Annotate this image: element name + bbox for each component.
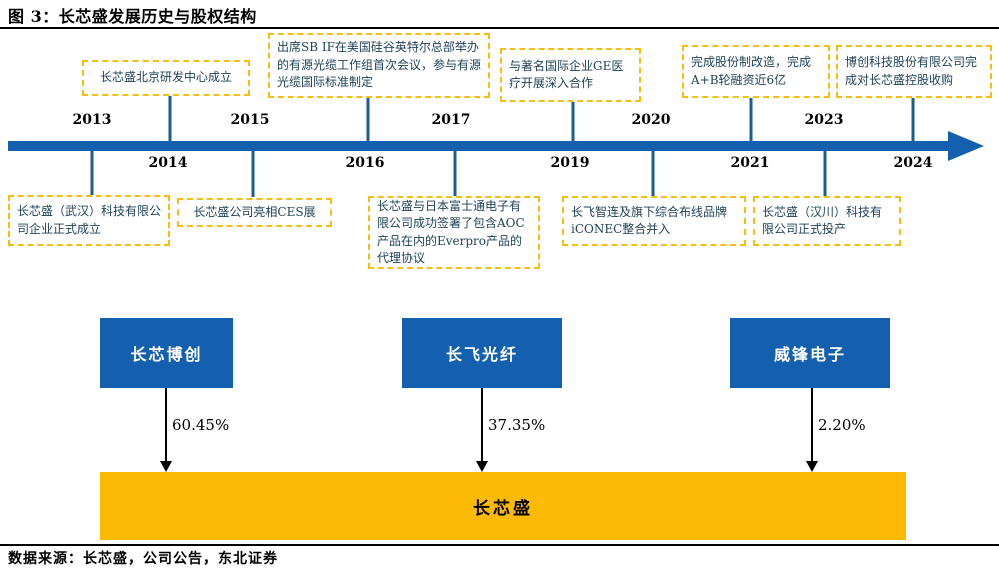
year-label-2017: 2017 [431,112,471,128]
company-box-changxinsheng: 长芯盛 [100,472,906,540]
shareholder-name: 长飞光纤 [445,345,518,364]
shareholder-box-changfei-guangxian: 长飞光纤 [402,318,562,388]
year-label-2013: 2013 [72,112,112,128]
event-text: 长芯盛北京研发中心成立 [99,70,232,85]
event-callout-2020: 长飞智连及旗下综合布线品牌iCONEC整合并入 [562,196,746,246]
event-text: 长芯盛（武汉）科技有限公司企业正式成立 [17,204,162,236]
connector-top-2021 [749,97,753,141]
timeline-bar [8,141,954,151]
year-label-2019: 2019 [550,155,590,171]
event-callout-2021: 完成股份制改造，完成A+B轮融资近6亿 [682,45,830,98]
ownership-line-2 [481,388,483,464]
stake-label-2: 37.35% [488,416,546,434]
year-label-2024: 2024 [893,155,933,171]
year-label-2021: 2021 [730,155,770,171]
arrow-down-icon [476,461,488,472]
event-text: 完成股份制改造，完成A+B轮融资近6亿 [691,55,812,87]
connector-bottom-2015 [251,151,255,197]
ownership-line-1 [165,388,167,464]
shareholder-box-changxin-bochuang: 长芯博创 [100,318,233,388]
event-text: 长飞智连及旗下综合布线品牌iCONEC整合并入 [571,204,728,236]
shareholder-name: 威锋电子 [773,345,846,364]
year-label-2020: 2020 [631,112,671,128]
event-callout-2023: 长芯盛（汉川）科技有限公司正式投产 [753,196,901,246]
connector-top-2014 [168,95,172,141]
connector-top-2019 [571,101,575,141]
title-underline [0,27,999,29]
timeline-arrow-icon [948,131,984,161]
arrow-down-icon [160,461,172,472]
event-text: 长芯盛（汉川）科技有限公司正式投产 [762,204,883,236]
year-label-2015: 2015 [230,112,270,128]
arrow-down-icon [806,461,818,472]
connector-top-2016 [366,97,370,141]
event-callout-2019: 与著名国际企业GE医疗开展深入合作 [500,48,641,102]
event-callout-2017: 长芯盛与日本富士通电子有限公司成功签署了包含AOC产品在内的Everpro产品的… [368,196,540,269]
event-text: 长芯盛公司亮相CES展 [193,204,316,219]
event-callout-2024: 博创科技股份有限公司完成对长芯盛控股收购 [836,45,992,98]
connector-bottom-2023 [823,151,827,196]
connector-top-2024 [911,97,915,141]
event-callout-2016: 出席SB IF在美国硅谷英特尔总部举办的有源光缆工作组首次会议，参与有源光缆国际… [268,33,490,98]
company-name: 长芯盛 [473,498,533,519]
event-text: 长芯盛与日本富士通电子有限公司成功签署了包含AOC产品在内的Everpro产品的… [377,198,525,265]
stake-label-3: 2.20% [818,416,866,434]
year-label-2016: 2016 [345,155,385,171]
ownership-line-3 [811,388,813,464]
event-callout-2015: 长芯盛公司亮相CES展 [177,198,332,227]
figure-title: 图 3：长芯盛发展历史与股权结构 [8,7,257,26]
connector-bottom-2013 [90,151,94,195]
event-callout-2013: 长芯盛（武汉）科技有限公司企业正式成立 [8,195,170,246]
connector-bottom-2017 [453,151,457,196]
data-source-note: 数据来源：长芯盛，公司公告，东北证券 [8,551,278,567]
event-callout-2014: 长芯盛北京研发中心成立 [82,60,250,96]
event-text: 博创科技股份有限公司完成对长芯盛控股收购 [845,55,978,87]
stake-label-1: 60.45% [172,416,230,434]
event-text: 与著名国际企业GE医疗开展深入合作 [509,58,624,90]
shareholder-box-weifeng-dianzi: 威锋电子 [730,318,890,388]
year-label-2014: 2014 [148,155,188,171]
event-text: 出席SB IF在美国硅谷英特尔总部举办的有源光缆工作组首次会议，参与有源光缆国际… [277,40,482,90]
shareholder-name: 长芯博创 [130,345,203,364]
connector-bottom-2020 [651,151,655,196]
footer-divider [0,544,999,546]
year-label-2023: 2023 [804,112,844,128]
